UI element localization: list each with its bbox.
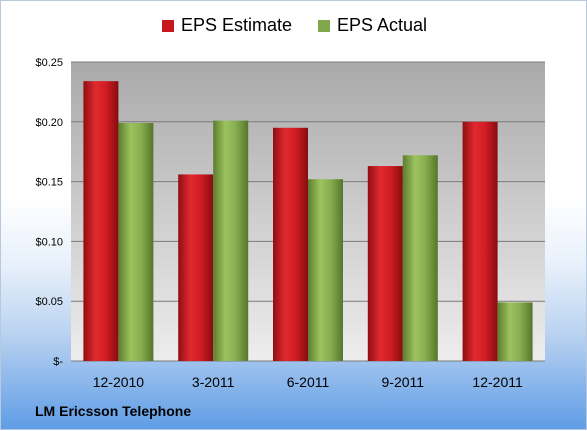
bar-eps-estimate [83, 81, 119, 362]
bar-eps-estimate [273, 127, 308, 361]
bar-eps-actual [497, 302, 533, 361]
y-tick-label: $- [53, 356, 63, 368]
x-category-label: 3-2011 [192, 374, 235, 390]
y-tick-label: $0.25 [35, 57, 63, 69]
bar-eps-actual [213, 120, 249, 361]
bar-eps-actual [308, 179, 343, 361]
bar-eps-estimate [462, 121, 498, 361]
bar-eps-estimate [178, 174, 214, 361]
y-tick-label: $0.10 [35, 236, 63, 248]
legend-swatch-actual [317, 19, 330, 32]
y-tick-label: $0.15 [35, 177, 63, 189]
company-name: LM Ericsson Telephone [35, 403, 192, 419]
legend-item-actual: EPS Actual [317, 15, 428, 36]
x-category-label: 12-2010 [93, 374, 145, 390]
legend-label-estimate: EPS Estimate [180, 15, 292, 35]
legend-item-estimate: EPS Estimate [161, 15, 292, 36]
bar-eps-actual [402, 155, 438, 361]
bar-eps-actual [118, 122, 154, 361]
x-category-label: 6-2011 [287, 374, 330, 390]
legend-swatch-estimate [161, 19, 174, 32]
x-category-label: 12-2011 [472, 374, 523, 390]
bar-eps-estimate [367, 166, 403, 361]
y-tick-label: $0.20 [35, 117, 63, 129]
legend: EPS Estimate EPS Actual [1, 15, 587, 36]
y-tick-label: $0.05 [35, 296, 63, 308]
legend-label-actual: EPS Actual [336, 15, 428, 35]
x-category-label: 9-2011 [382, 374, 425, 390]
